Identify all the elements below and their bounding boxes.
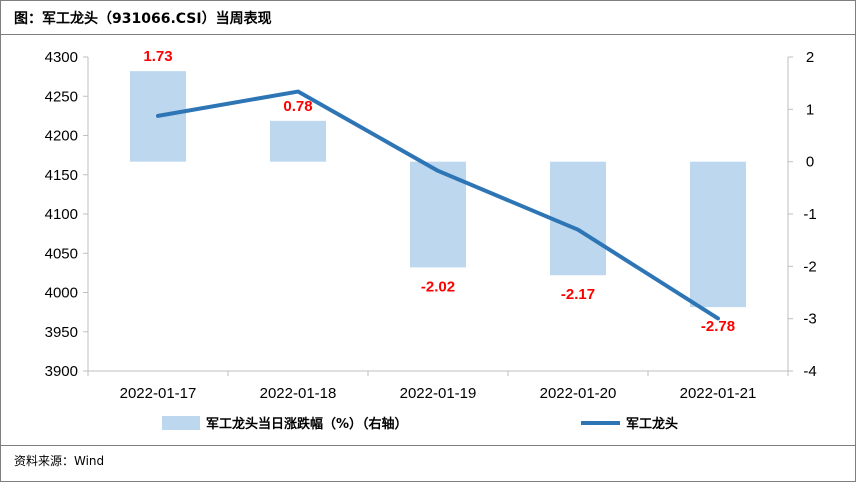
- left-tick-label: 3950: [45, 324, 78, 341]
- right-tick-label: -2: [803, 258, 816, 275]
- right-tick-label: -3: [803, 311, 816, 328]
- right-tick-label: 2: [806, 49, 814, 66]
- left-tick-label: 4300: [45, 49, 78, 66]
- data-label-2022-01-17: 1.73: [143, 48, 172, 65]
- legend-bar-label: 军工龙头当日涨跌幅（%）（右轴）: [206, 416, 408, 432]
- left-tick-label: 3900: [45, 363, 78, 380]
- footer-divider: [0, 445, 856, 446]
- source-note: 资料来源：Wind: [14, 454, 105, 468]
- data-label-2022-01-19: -2.02: [421, 278, 455, 295]
- bar-2022-01-20: [550, 161, 606, 276]
- data-label-2022-01-20: -2.17: [561, 286, 595, 303]
- left-tick-label: 4000: [45, 285, 78, 302]
- bar-2022-01-18: [270, 120, 326, 162]
- data-label-2022-01-18: 0.78: [283, 98, 312, 115]
- right-tick-label: 0: [806, 154, 814, 171]
- right-tick-label: -4: [803, 363, 816, 380]
- x-tick-label: 2022-01-20: [540, 385, 617, 402]
- right-tick-label: -1: [803, 206, 816, 223]
- right-tick-label: 1: [806, 101, 814, 118]
- data-label-2022-01-21: -2.78: [701, 318, 735, 335]
- title-divider: [0, 34, 856, 35]
- left-tick-label: 4050: [45, 245, 78, 262]
- x-tick-label: 2022-01-17: [120, 385, 197, 402]
- legend-line-label: 军工龙头: [626, 416, 678, 432]
- left-tick-label: 4100: [45, 206, 78, 223]
- legend-bar-swatch: [162, 416, 200, 430]
- left-tick-label: 4200: [45, 128, 78, 145]
- left-tick-label: 4150: [45, 167, 78, 184]
- left-tick-label: 4250: [45, 88, 78, 105]
- x-tick-label: 2022-01-18: [260, 385, 337, 402]
- chart-title: 图：军工龙头（931066.CSI）当周表现: [14, 11, 272, 27]
- bar-2022-01-21: [690, 161, 746, 308]
- x-tick-label: 2022-01-21: [680, 385, 757, 402]
- x-tick-label: 2022-01-19: [400, 385, 477, 402]
